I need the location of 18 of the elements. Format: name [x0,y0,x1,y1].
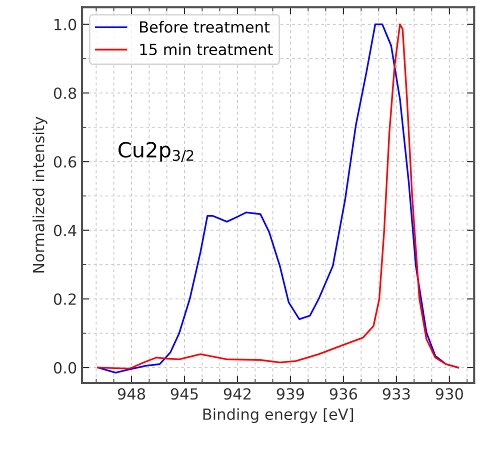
legend-label: 15 min treatment [140,43,273,56]
x-tick-label: 945 [170,388,198,400]
x-tick-label: 936 [330,388,358,400]
y-tick-label: 0.6 [54,156,76,168]
x-tick-label: 948 [118,388,146,400]
y-tick-label: 0.8 [54,87,76,100]
annotation: Cu2p$_{3/2}$ [118,142,194,162]
x-axis-title: Binding energy [eV] [203,408,353,423]
x-tick-label: 939 [276,388,304,400]
x-tick-label: 930 [436,388,463,400]
x-tick-label: 933 [382,388,410,400]
y-tick-label: 0.2 [54,293,76,305]
y-axis-title: Normalized intensity [32,116,48,272]
y-tick-label: 1.0 [54,18,76,30]
y-tick-label: 0.0 [54,362,76,374]
y-tick-label: 0.4 [54,224,76,236]
x-tick-label: 942 [224,388,251,400]
legend-label: Before treatment [140,20,270,33]
